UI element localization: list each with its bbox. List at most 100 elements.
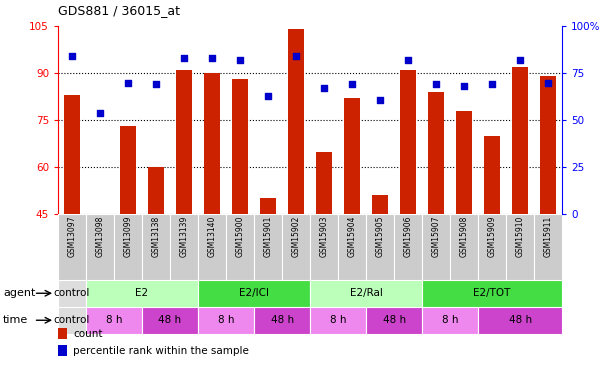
Bar bbox=[310, 307, 366, 334]
Bar bbox=[142, 214, 170, 280]
Bar bbox=[198, 280, 310, 307]
Bar bbox=[288, 29, 304, 214]
Point bbox=[459, 83, 469, 89]
Text: GSM15901: GSM15901 bbox=[263, 215, 273, 257]
Bar bbox=[254, 307, 310, 334]
Text: GSM15908: GSM15908 bbox=[459, 215, 469, 257]
Bar bbox=[58, 307, 86, 334]
Text: count: count bbox=[73, 329, 103, 339]
Point bbox=[403, 57, 413, 63]
Point bbox=[179, 55, 189, 61]
Bar bbox=[260, 198, 276, 214]
Point bbox=[95, 110, 105, 116]
Text: GSM15900: GSM15900 bbox=[236, 215, 244, 257]
Text: GSM13098: GSM13098 bbox=[95, 215, 104, 257]
Text: GSM15907: GSM15907 bbox=[431, 215, 441, 257]
Text: percentile rank within the sample: percentile rank within the sample bbox=[73, 346, 249, 355]
Text: GSM15906: GSM15906 bbox=[404, 215, 412, 257]
Bar bbox=[345, 98, 360, 214]
Text: GSM15902: GSM15902 bbox=[291, 215, 301, 257]
Bar bbox=[86, 280, 198, 307]
Text: 48 h: 48 h bbox=[508, 315, 532, 325]
Text: 8 h: 8 h bbox=[106, 315, 122, 325]
Text: GDS881 / 36015_at: GDS881 / 36015_at bbox=[58, 4, 180, 17]
Text: agent: agent bbox=[3, 288, 35, 298]
Bar bbox=[148, 167, 164, 214]
Text: GSM15903: GSM15903 bbox=[320, 215, 329, 257]
Text: GSM15905: GSM15905 bbox=[376, 215, 384, 257]
Text: 8 h: 8 h bbox=[218, 315, 235, 325]
Bar bbox=[58, 214, 86, 280]
Bar bbox=[478, 307, 562, 334]
Bar bbox=[198, 214, 226, 280]
Bar bbox=[422, 214, 450, 280]
Text: 48 h: 48 h bbox=[271, 315, 294, 325]
Bar bbox=[58, 328, 67, 339]
Text: time: time bbox=[3, 315, 28, 325]
Text: control: control bbox=[54, 288, 90, 298]
Bar bbox=[58, 280, 86, 307]
Text: GSM15910: GSM15910 bbox=[516, 215, 525, 257]
Bar bbox=[254, 214, 282, 280]
Text: E2: E2 bbox=[136, 288, 148, 298]
Point bbox=[123, 80, 133, 86]
Bar bbox=[422, 307, 478, 334]
Bar bbox=[142, 307, 198, 334]
Bar bbox=[366, 307, 422, 334]
Text: control: control bbox=[54, 315, 90, 325]
Text: 8 h: 8 h bbox=[330, 315, 346, 325]
Bar bbox=[513, 67, 528, 214]
Text: GSM15909: GSM15909 bbox=[488, 215, 497, 257]
Bar bbox=[422, 280, 562, 307]
Bar bbox=[366, 214, 394, 280]
Text: GSM15904: GSM15904 bbox=[348, 215, 357, 257]
Text: 8 h: 8 h bbox=[442, 315, 458, 325]
Point bbox=[151, 81, 161, 87]
Point bbox=[263, 93, 273, 99]
Bar bbox=[86, 307, 142, 334]
Text: GSM13097: GSM13097 bbox=[68, 215, 76, 257]
Bar bbox=[456, 111, 472, 214]
Bar bbox=[400, 70, 416, 214]
Text: GSM13140: GSM13140 bbox=[208, 215, 216, 257]
Bar bbox=[282, 214, 310, 280]
Bar bbox=[198, 307, 254, 334]
Point bbox=[319, 85, 329, 91]
Point bbox=[207, 55, 217, 61]
Point bbox=[291, 53, 301, 59]
Bar bbox=[232, 80, 248, 214]
Bar bbox=[204, 73, 220, 214]
Text: 48 h: 48 h bbox=[382, 315, 406, 325]
Text: E2/TOT: E2/TOT bbox=[474, 288, 511, 298]
Bar bbox=[485, 136, 500, 214]
Text: GSM13139: GSM13139 bbox=[180, 215, 189, 257]
Bar bbox=[86, 214, 114, 280]
Bar bbox=[310, 280, 422, 307]
Text: 48 h: 48 h bbox=[158, 315, 181, 325]
Point bbox=[375, 96, 385, 102]
Bar bbox=[506, 214, 534, 280]
Text: E2/Ral: E2/Ral bbox=[349, 288, 382, 298]
Text: GSM15911: GSM15911 bbox=[544, 215, 552, 256]
Point bbox=[543, 80, 553, 86]
Point bbox=[515, 57, 525, 63]
Bar bbox=[534, 214, 562, 280]
Point bbox=[487, 81, 497, 87]
Bar bbox=[540, 76, 556, 214]
Bar bbox=[478, 214, 506, 280]
Point bbox=[431, 81, 441, 87]
Bar bbox=[170, 214, 198, 280]
Bar bbox=[310, 214, 338, 280]
Bar bbox=[372, 195, 388, 214]
Bar bbox=[226, 214, 254, 280]
Point bbox=[235, 57, 245, 63]
Point bbox=[347, 81, 357, 87]
Bar bbox=[394, 214, 422, 280]
Bar bbox=[58, 345, 67, 356]
Text: E2/ICI: E2/ICI bbox=[239, 288, 269, 298]
Bar bbox=[338, 214, 366, 280]
Bar bbox=[450, 214, 478, 280]
Point bbox=[67, 53, 77, 59]
Bar bbox=[114, 214, 142, 280]
Bar bbox=[316, 152, 332, 214]
